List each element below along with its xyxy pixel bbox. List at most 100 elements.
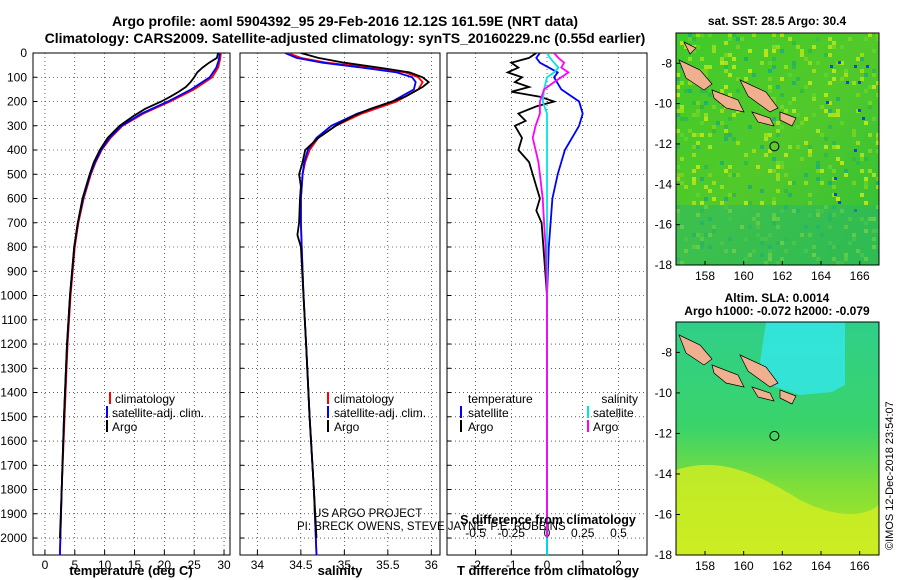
sst-pixel	[796, 113, 800, 117]
sst-pixel	[692, 169, 696, 173]
sst-pixel	[676, 109, 680, 113]
sst-pixel	[832, 69, 836, 73]
legend-sal-argo: Argo	[593, 420, 619, 434]
difference-xlabel: T difference from climatology	[457, 563, 640, 578]
sst-pixel	[864, 157, 868, 161]
series-line-salinity-satellite	[541, 53, 560, 555]
sst-pixel	[780, 125, 784, 129]
lat-tick-label: -18	[655, 548, 673, 562]
sst-pixel	[876, 33, 879, 37]
lon-tick-label: 160	[734, 269, 754, 283]
depth-tick-label: 1800	[0, 483, 27, 497]
sst-pixel	[776, 189, 780, 193]
lat-tick-label: -10	[655, 386, 673, 400]
lon-tick-label: 162	[772, 559, 792, 573]
sst-pixel	[680, 157, 684, 161]
depth-tick-label: 800	[7, 240, 27, 254]
sst-pixel	[696, 113, 700, 117]
depth-tick-label: 1300	[0, 361, 27, 375]
x-tick-label: 20	[158, 558, 172, 572]
sst-pixel	[856, 141, 860, 145]
sst-pixel	[684, 185, 688, 189]
legend-climatology: climatology	[334, 392, 394, 406]
sst-pixel	[696, 165, 700, 169]
sst-pixel	[832, 185, 836, 189]
sst-pixel	[708, 189, 712, 193]
sst-pixel	[772, 97, 776, 101]
temperature-grid	[33, 52, 230, 555]
sst-pixel	[832, 145, 836, 149]
sst-pixel	[856, 57, 860, 61]
sst-pixel	[872, 69, 876, 73]
sst-pixel	[804, 85, 808, 89]
sst-pixel	[724, 41, 728, 45]
sst-pixel	[732, 137, 736, 141]
project-credit-line1: US ARGO PROJECT	[313, 508, 422, 520]
sst-pixel	[852, 129, 856, 133]
sst-pixel	[684, 117, 688, 121]
sst-pixel	[724, 169, 728, 173]
x-tick-label: 1	[579, 558, 586, 572]
sst-pixel	[832, 77, 836, 81]
lon-tick-label: 158	[695, 559, 715, 573]
lat-tick-label: -14	[655, 467, 673, 481]
sst-cloud-pixel	[830, 65, 833, 68]
x-tick-label: -1	[506, 558, 517, 572]
sst-pixel	[832, 113, 836, 117]
lat-tick-label: -18	[655, 258, 673, 272]
sst-pixel	[808, 153, 812, 157]
sst-pixel	[700, 33, 704, 37]
sst-pixel	[676, 173, 680, 177]
sst-pixel	[860, 53, 864, 57]
sst-pixel	[724, 85, 728, 89]
lat-tick-label: -8	[661, 345, 672, 359]
sst-pixel	[696, 101, 700, 105]
legend-satellite: satellite-adj. clim.	[112, 406, 204, 420]
sst-pixel	[684, 45, 688, 49]
sst-pixel	[868, 149, 872, 153]
sst-pixel	[720, 185, 724, 189]
sst-pixel	[712, 45, 716, 49]
sst-pixel	[828, 53, 832, 57]
difference-lines	[505, 53, 584, 555]
sst-pixel	[676, 85, 680, 89]
sst-pixel	[768, 85, 772, 89]
sst-pixel	[732, 173, 736, 177]
sst-pixel	[704, 101, 708, 105]
sst-pixel	[700, 105, 704, 109]
sst-cloud-pixel	[866, 65, 869, 68]
island	[779, 111, 797, 127]
sst-pixel	[868, 33, 872, 37]
sst-pixel	[868, 169, 872, 173]
sla-map-title1: Altim. SLA: 0.0014	[725, 291, 830, 305]
depth-tick-label: 1600	[0, 434, 27, 448]
temperature-x-ticks: 0 5 10 15 20 25 30	[42, 550, 231, 572]
sst-pixel	[752, 73, 756, 77]
sst-pixel	[876, 37, 879, 41]
sst-pixel	[776, 45, 780, 49]
sst-pixel	[812, 93, 816, 97]
x-tick-label: 34	[251, 558, 265, 572]
sst-pixel	[860, 77, 864, 81]
sst-pixel	[828, 37, 832, 41]
sst-pixel	[876, 177, 879, 181]
sst-cloud-pixel	[834, 193, 837, 196]
sst-pixel	[708, 173, 712, 177]
sst-pixel	[692, 133, 696, 137]
lat-tick-label: -12	[655, 137, 673, 151]
sst-pixel	[808, 193, 812, 197]
sst-cloud-pixel	[854, 149, 857, 152]
sst-pixel	[700, 69, 704, 73]
sst-pixel	[696, 193, 700, 197]
sst-pixel	[812, 69, 816, 73]
sst-pixel	[676, 73, 680, 77]
island	[751, 386, 775, 402]
sst-pixel	[732, 65, 736, 69]
sst-pixel	[792, 109, 796, 113]
sst-pixel	[764, 49, 768, 53]
series-line-argo	[59, 53, 219, 539]
sst-pixel	[804, 57, 808, 61]
sst-pixel	[800, 53, 804, 57]
island	[751, 111, 775, 127]
sst-pixel	[876, 185, 879, 189]
